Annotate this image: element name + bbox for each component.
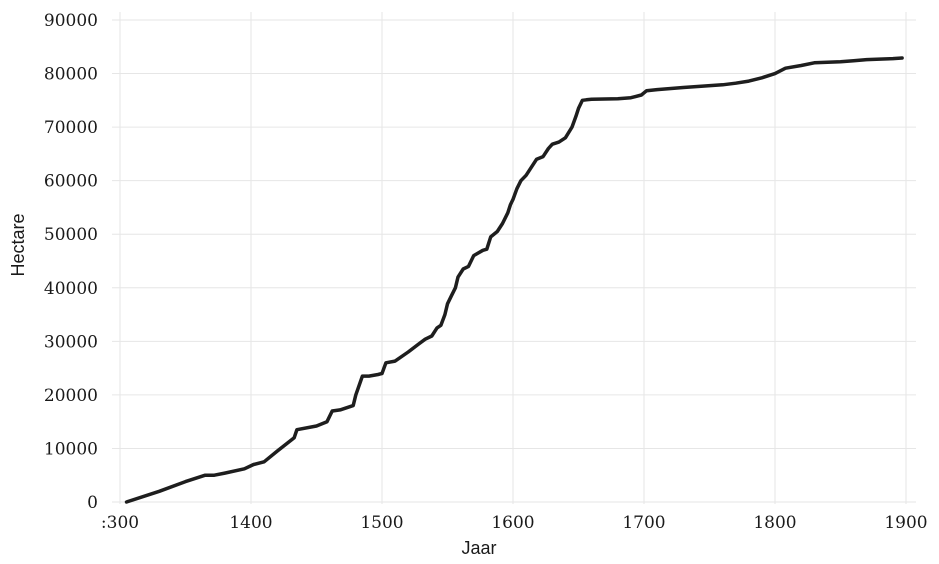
y-tick-label: 20000 <box>44 386 98 406</box>
x-axis-label: Jaar <box>461 538 496 558</box>
y-axis-label: Hectare <box>8 213 28 276</box>
x-tick-label: 1900 <box>884 513 927 533</box>
y-axis-ticks: 0 10000 20000 30000 40000 50000 60000 70000 8000… <box>44 11 98 513</box>
grid-lines <box>112 12 916 504</box>
y-tick-label: 0 <box>87 493 98 513</box>
x-tick-label: 1800 <box>753 513 796 533</box>
x-tick-label: 1400 <box>229 513 272 533</box>
y-tick-label: 60000 <box>44 172 98 192</box>
x-tick-label: :300 <box>101 513 139 533</box>
y-tick-label: 30000 <box>44 332 98 352</box>
y-tick-label: 10000 <box>44 439 98 459</box>
y-tick-label: 80000 <box>44 65 98 85</box>
x-tick-label: 1600 <box>491 513 534 533</box>
series-line-hectare <box>124 56 904 504</box>
y-tick-label: 40000 <box>44 279 98 299</box>
x-axis-ticks: :300 1400 1500 1600 1700 1800 1900 <box>101 513 928 533</box>
y-tick-label: 70000 <box>44 118 98 138</box>
y-tick-label: 90000 <box>44 11 98 31</box>
x-tick-label: 1500 <box>360 513 403 533</box>
x-tick-label: 1700 <box>622 513 665 533</box>
y-tick-label: 50000 <box>44 225 98 245</box>
